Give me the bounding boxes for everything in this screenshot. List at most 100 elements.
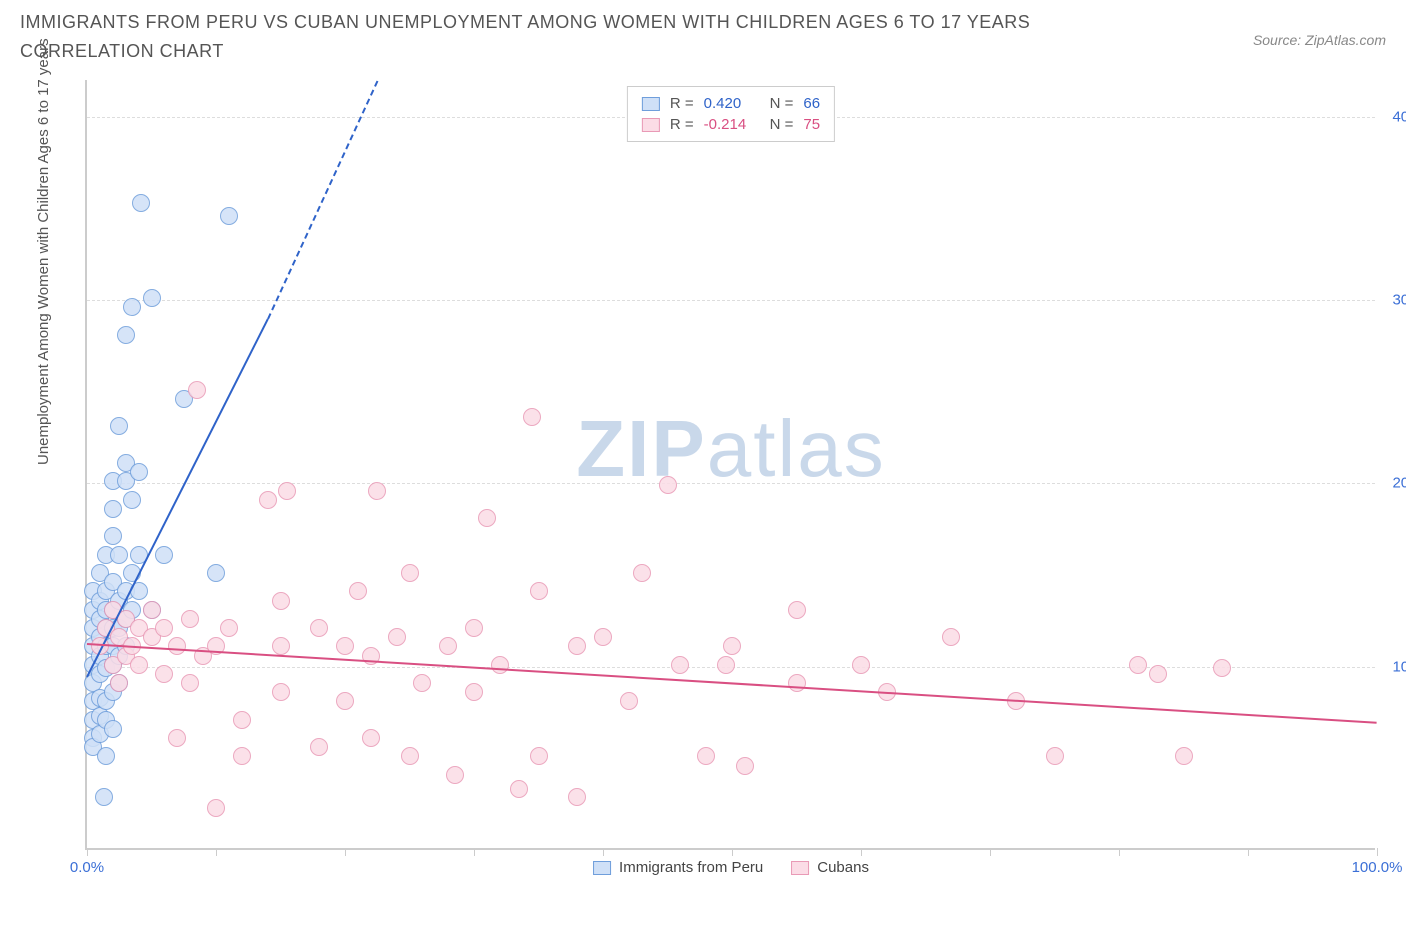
data-point — [697, 747, 715, 765]
data-point — [168, 729, 186, 747]
data-point — [168, 637, 186, 655]
x-tick — [1248, 848, 1249, 856]
data-point — [143, 601, 161, 619]
data-point — [530, 747, 548, 765]
data-point — [659, 476, 677, 494]
data-point — [104, 527, 122, 545]
legend-stat-row: R =-0.214N =75 — [642, 114, 820, 135]
data-point — [633, 564, 651, 582]
data-point — [110, 417, 128, 435]
plot-area: ZIPatlas R =0.420N =66R =-0.214N =75 Imm… — [85, 80, 1375, 850]
data-point — [207, 564, 225, 582]
data-point — [413, 674, 431, 692]
data-point — [568, 788, 586, 806]
legend-n-label: N = — [770, 95, 794, 112]
data-point — [446, 766, 464, 784]
trend-line — [86, 319, 268, 677]
data-point — [788, 601, 806, 619]
data-point — [310, 619, 328, 637]
data-point — [272, 637, 290, 655]
y-tick-label: 40.0% — [1392, 108, 1406, 125]
plot-wrap: Unemployment Among Women with Children A… — [55, 80, 1375, 880]
x-tick — [1119, 848, 1120, 856]
data-point — [671, 656, 689, 674]
x-tick — [87, 848, 88, 856]
data-point — [594, 628, 612, 646]
data-point — [439, 637, 457, 655]
data-point — [523, 408, 541, 426]
data-point — [259, 491, 277, 509]
data-point — [130, 463, 148, 481]
legend-swatch — [642, 97, 660, 111]
x-tick — [1377, 848, 1378, 856]
legend-n-label: N = — [770, 116, 794, 133]
data-point — [852, 656, 870, 674]
x-tick — [216, 848, 217, 856]
data-point — [155, 665, 173, 683]
legend-n-value: 66 — [803, 95, 820, 112]
data-point — [272, 592, 290, 610]
x-tick — [345, 848, 346, 856]
data-point — [723, 637, 741, 655]
data-point — [310, 738, 328, 756]
legend-item: Immigrants from Peru — [593, 859, 763, 876]
x-tick — [732, 848, 733, 856]
watermark-atlas: atlas — [707, 404, 886, 493]
data-point — [130, 656, 148, 674]
data-point — [568, 637, 586, 655]
data-point — [110, 674, 128, 692]
source-label: Source: ZipAtlas.com — [1253, 32, 1386, 48]
data-point — [95, 788, 113, 806]
data-point — [181, 610, 199, 628]
data-point — [401, 747, 419, 765]
legend-r-label: R = — [670, 95, 694, 112]
x-tick — [603, 848, 604, 856]
legend-r-label: R = — [670, 116, 694, 133]
legend-item: Cubans — [791, 859, 869, 876]
y-tick-label: 10.0% — [1392, 658, 1406, 675]
x-tick — [990, 848, 991, 856]
legend-label: Cubans — [817, 859, 869, 876]
legend-stats: R =0.420N =66R =-0.214N =75 — [627, 86, 835, 142]
data-point — [104, 500, 122, 518]
data-point — [97, 747, 115, 765]
data-point — [336, 637, 354, 655]
data-point — [188, 381, 206, 399]
data-point — [132, 194, 150, 212]
data-point — [181, 674, 199, 692]
x-tick — [474, 848, 475, 856]
data-point — [336, 692, 354, 710]
legend-bottom: Immigrants from Peru Cubans — [593, 859, 869, 876]
data-point — [1149, 665, 1167, 683]
data-point — [620, 692, 638, 710]
data-point — [155, 546, 173, 564]
data-point — [123, 298, 141, 316]
x-tick-label: 0.0% — [70, 859, 104, 876]
data-point — [942, 628, 960, 646]
legend-swatch — [593, 861, 611, 875]
data-point — [401, 564, 419, 582]
legend-swatch — [642, 118, 660, 132]
data-point — [1046, 747, 1064, 765]
y-tick-label: 30.0% — [1392, 292, 1406, 309]
legend-label: Immigrants from Peru — [619, 859, 763, 876]
data-point — [272, 683, 290, 701]
data-point — [736, 757, 754, 775]
data-point — [465, 619, 483, 637]
data-point — [123, 491, 141, 509]
data-point — [388, 628, 406, 646]
watermark: ZIPatlas — [576, 403, 885, 495]
watermark-zip: ZIP — [576, 404, 706, 493]
data-point — [1129, 656, 1147, 674]
data-point — [220, 207, 238, 225]
y-tick-label: 20.0% — [1392, 475, 1406, 492]
data-point — [220, 619, 238, 637]
data-point — [1175, 747, 1193, 765]
gridline-h — [87, 300, 1375, 301]
legend-n-value: 75 — [803, 116, 820, 133]
data-point — [717, 656, 735, 674]
header-row: IMMIGRANTS FROM PERU VS CUBAN UNEMPLOYME… — [0, 0, 1406, 66]
data-point — [117, 326, 135, 344]
data-point — [530, 582, 548, 600]
data-point — [110, 546, 128, 564]
